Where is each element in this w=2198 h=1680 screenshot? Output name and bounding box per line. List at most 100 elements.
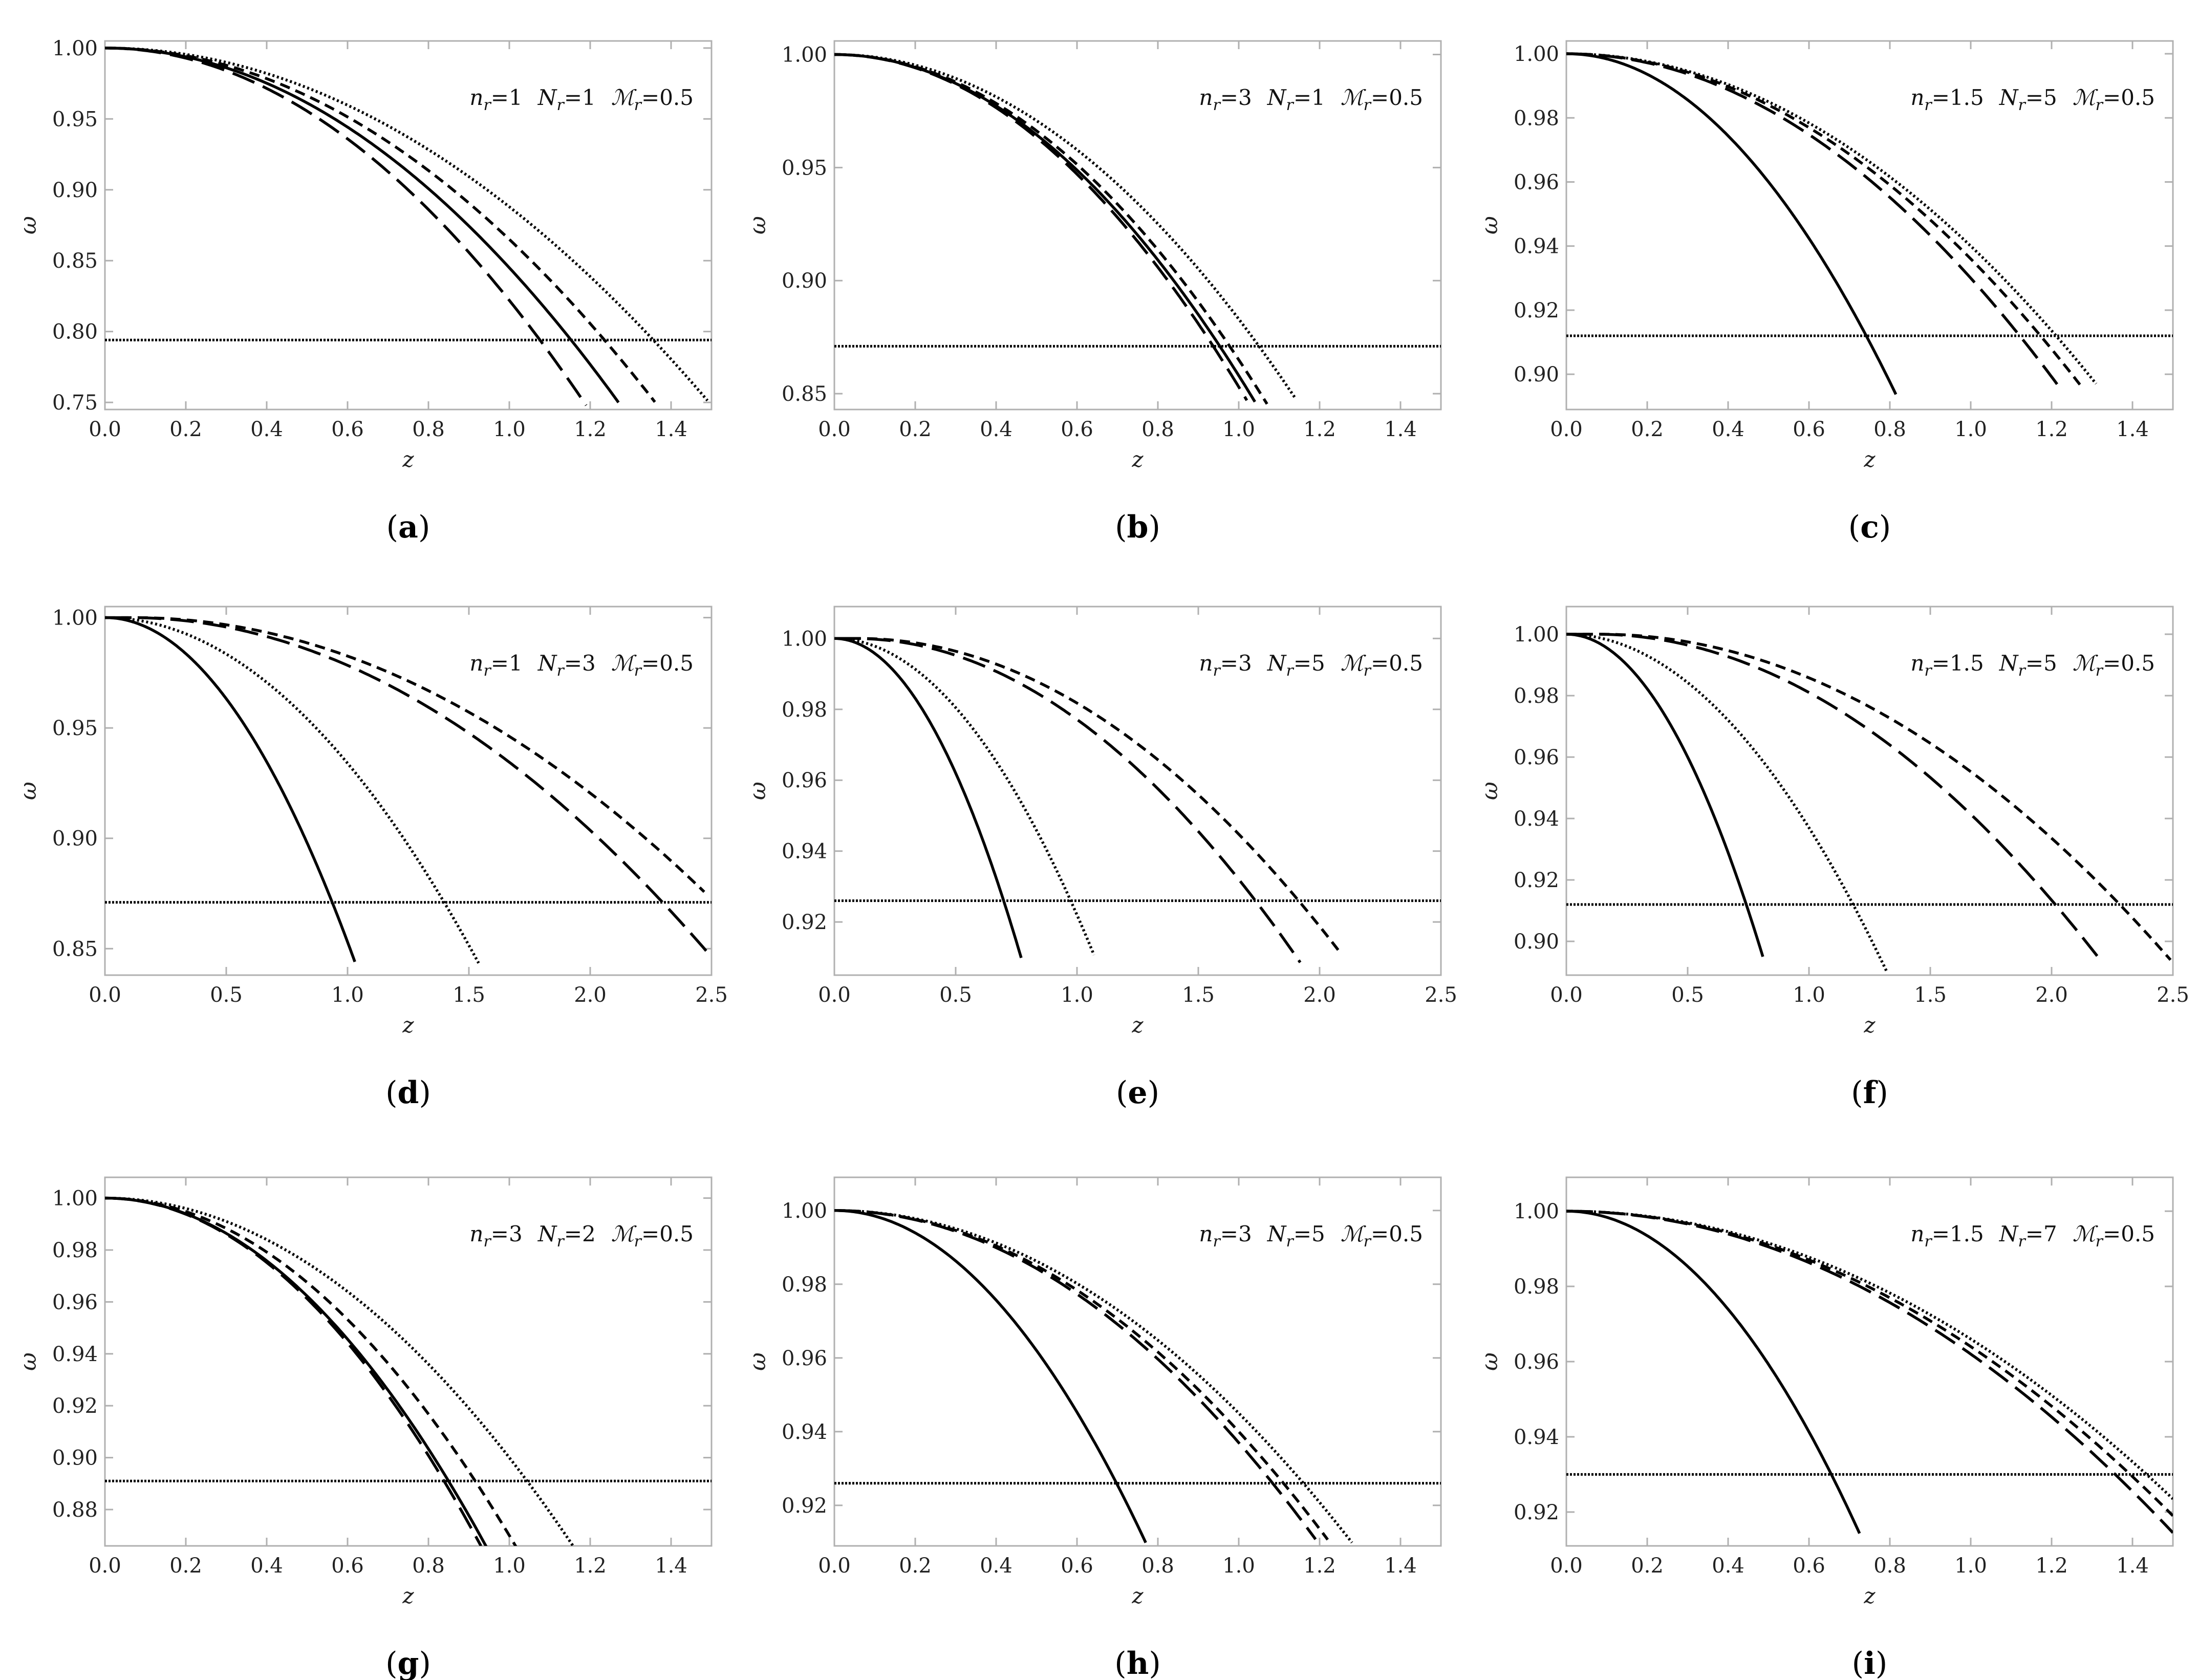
x-axis-label: z — [402, 1583, 414, 1608]
x-tick-label: 1.0 — [1061, 983, 1093, 1007]
x-tick-label: 0.0 — [1550, 983, 1583, 1007]
x-tick-label: 1.2 — [574, 418, 607, 441]
x-tick-label: 0.5 — [939, 983, 972, 1007]
parameter-annotation: nr=1.5 Nr=5 ℳr=0.5 — [1910, 651, 2155, 680]
panel-label: (f) — [1851, 1075, 1888, 1111]
chart-panel-b: 0.0 0.2 0.4 0.6 0.8 1.0 1.2 1.4 0.85 0.90 0.95 1.00… — [745, 40, 1442, 545]
x-tick-label: 0.0 — [818, 418, 851, 441]
x-tick-label: 0.0 — [89, 1554, 121, 1578]
y-tick-label: 0.94 — [782, 1420, 827, 1444]
y-tick-label: 0.92 — [1514, 1501, 1559, 1524]
x-tick-label: 2.0 — [574, 983, 607, 1007]
y-tick-label: 1.00 — [52, 37, 98, 60]
x-tick-label: 0.0 — [89, 418, 121, 441]
x-tick-label: 0.5 — [210, 983, 243, 1007]
y-tick-label: 0.90 — [52, 179, 98, 202]
series-line-solid — [834, 1209, 1147, 1543]
y-tick-label: 0.98 — [52, 1239, 98, 1262]
y-tick-label: 0.92 — [782, 1494, 827, 1518]
series-line-dotted — [1566, 633, 1888, 972]
x-tick-label: 2.5 — [2157, 983, 2189, 1007]
panel-label: (d) — [385, 1075, 431, 1111]
series-line-longdash — [834, 53, 1248, 401]
series-line-longdash — [105, 616, 708, 953]
y-tick-label: 0.85 — [782, 382, 827, 406]
y-tick-label: 1.00 — [1514, 42, 1559, 66]
x-tick-label: 2.0 — [1303, 983, 1336, 1007]
y-axis-label: ω — [745, 782, 771, 800]
x-tick-label: 0.0 — [89, 983, 121, 1007]
x-tick-label: 0.8 — [1141, 1554, 1174, 1578]
y-tick-label: 1.00 — [1514, 1200, 1559, 1223]
y-tick-label: 0.96 — [52, 1290, 98, 1314]
x-tick-label: 0.0 — [818, 1554, 851, 1578]
x-tick-label: 0.4 — [1712, 1554, 1744, 1578]
parameter-annotation: nr=3 Nr=5 ℳr=0.5 — [1199, 1221, 1423, 1251]
x-tick-label: 2.5 — [695, 983, 728, 1007]
x-axis-label: z — [1131, 447, 1144, 472]
x-tick-label: 0.4 — [250, 418, 283, 441]
x-tick-label: 0.4 — [980, 1554, 1012, 1578]
x-tick-label: 1.0 — [493, 418, 526, 441]
x-tick-label: 1.0 — [1793, 983, 1825, 1007]
x-tick-label: 0.8 — [412, 1554, 445, 1578]
x-tick-label: 1.0 — [493, 1554, 526, 1578]
series-line-solid — [1566, 633, 1764, 957]
plot-frame — [833, 1176, 1442, 1547]
chart-panel-a: 0.0 0.2 0.4 0.6 0.8 1.0 1.2 1.4 0.75 0.80 0.85 0.90… — [15, 37, 713, 545]
series-line-longdash — [834, 1209, 1317, 1540]
x-tick-label: 0.0 — [1550, 418, 1583, 441]
series-line-shortdash — [834, 637, 1341, 952]
series-line-dotted — [1566, 52, 2098, 385]
y-axis-label: ω — [15, 1352, 41, 1371]
y-tick-label: 0.95 — [782, 156, 827, 180]
x-tick-label: 1.2 — [1303, 418, 1336, 441]
y-tick-label: 0.96 — [782, 769, 827, 792]
x-axis-label: z — [1863, 447, 1876, 472]
plot-frame — [104, 1176, 713, 1547]
y-tick-label: 0.92 — [1514, 869, 1559, 892]
series-line-longdash — [1566, 52, 2061, 389]
x-tick-label: 0.2 — [169, 1554, 202, 1578]
x-tick-label: 0.2 — [1631, 418, 1664, 441]
y-tick-label: 0.90 — [782, 269, 827, 293]
panel-label: (i) — [1852, 1646, 1888, 1680]
chart-panel-c: 0.0 0.2 0.4 0.6 0.8 1.0 1.2 1.4 0.90 0.92 0.94 0.96… — [1477, 40, 2174, 545]
y-axis-label: ω — [1477, 216, 1503, 234]
x-tick-label: 1.2 — [1303, 1554, 1336, 1578]
parameter-annotation: nr=3 Nr=1 ℳr=0.5 — [1199, 85, 1423, 114]
y-tick-label: 0.98 — [782, 698, 827, 722]
parameter-annotation: nr=3 Nr=2 ℳr=0.5 — [469, 1221, 694, 1251]
y-tick-label: 0.80 — [52, 320, 98, 344]
y-tick-label: 0.98 — [1514, 106, 1559, 130]
x-tick-label: 1.0 — [1954, 1554, 1987, 1578]
chart-panel-f: 0.0 0.5 1.0 1.5 2.0 2.5 0.90 0.92 0.94 0.96 0.98 1.… — [1477, 606, 2189, 1111]
parameter-annotation: nr=1.5 Nr=7 ℳr=0.5 — [1910, 1221, 2155, 1251]
y-tick-label: 1.00 — [52, 1187, 98, 1211]
y-tick-label: 0.75 — [52, 391, 98, 415]
x-tick-label: 1.4 — [2116, 1554, 2149, 1578]
x-tick-label: 0.2 — [899, 418, 932, 441]
y-tick-label: 0.94 — [1514, 235, 1559, 259]
x-tick-label: 0.5 — [1671, 983, 1704, 1007]
panel-label: (b) — [1115, 509, 1160, 545]
y-tick-label: 0.88 — [52, 1498, 98, 1522]
x-tick-label: 0.8 — [1873, 1554, 1906, 1578]
plot-frame — [833, 606, 1442, 976]
y-tick-label: 0.95 — [52, 717, 98, 740]
plot-frame — [104, 606, 713, 976]
x-tick-label: 1.2 — [574, 1554, 607, 1578]
y-tick-label: 0.90 — [52, 1447, 98, 1470]
y-tick-label: 0.95 — [52, 107, 98, 131]
x-axis-label: z — [1131, 1013, 1144, 1038]
x-tick-label: 0.0 — [1550, 1554, 1583, 1578]
chart-panel-g: 0.0 0.2 0.4 0.6 0.8 1.0 1.2 1.4 0.88 0.90 0.92 0.94… — [15, 1176, 713, 1680]
y-tick-label: 0.90 — [1514, 363, 1559, 386]
series-line-dotted — [105, 47, 709, 402]
x-tick-label: 1.4 — [2116, 418, 2149, 441]
x-tick-label: 0.2 — [899, 1554, 932, 1578]
panel-label: (c) — [1848, 509, 1891, 545]
series-line-dotted — [105, 1196, 575, 1546]
y-tick-label: 0.96 — [1514, 170, 1559, 194]
series-line-longdash — [1566, 633, 2101, 961]
